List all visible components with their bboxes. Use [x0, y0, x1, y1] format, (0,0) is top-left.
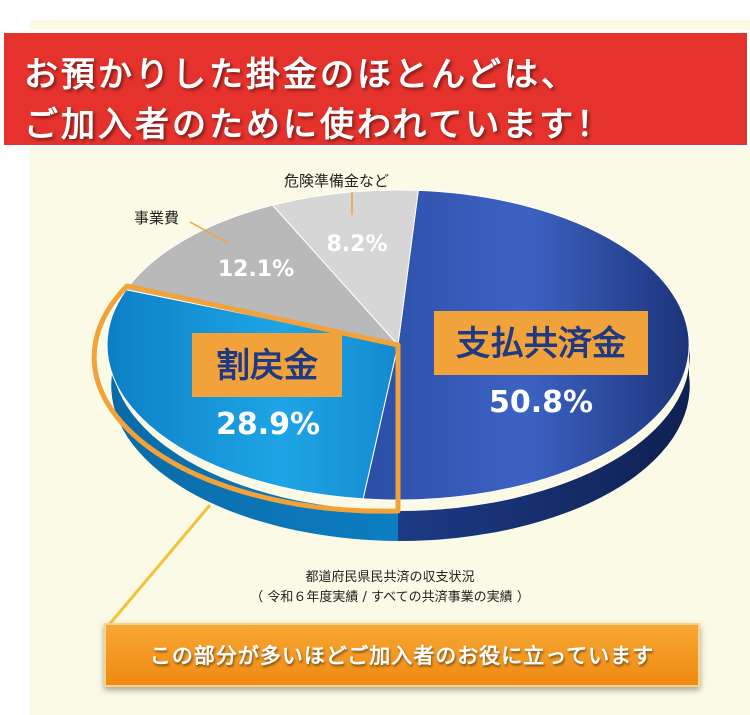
pie-side-claims	[398, 345, 690, 542]
headline-banner: お預かりした掛金のほとんどは、 ご加入者のために使われています！	[1, 30, 750, 148]
claims-label-badge	[434, 311, 648, 375]
slice-value-expenses: 12.1%	[218, 257, 294, 282]
source-note-line-2: （ 令和６年度実績 / すべての共済事業の実績 ）	[250, 590, 530, 605]
pie-side-refund	[111, 345, 399, 541]
leader-line-expenses	[189, 221, 229, 244]
callout-text: この部分が多いほどご加入者のお役に立っています	[149, 644, 655, 668]
headline-line-2: ご加入者のために使われています！	[24, 105, 614, 145]
callout-banner: この部分が多いほどご加入者のお役に立っています	[104, 623, 700, 687]
refund-label-badge	[192, 333, 342, 397]
slice-label-refund: 割戻金	[216, 346, 319, 386]
pie-slice-reserve	[271, 189, 419, 347]
refund-highlight-outline	[91, 283, 401, 514]
slice-label-reserve: 危険準備金など	[284, 172, 389, 190]
slice-label-expenses: 事業費	[134, 209, 179, 227]
pie-slice-expenses	[125, 204, 400, 346]
source-note-line-1: 都道府民県民共済の収支状況	[305, 570, 475, 585]
slice-value-claims: 50.8%	[489, 385, 593, 420]
callout-connector	[106, 504, 212, 627]
headline-line-1: お預かりした掛金のほとんどは、	[24, 55, 578, 95]
slice-value-refund: 28.9%	[216, 407, 320, 442]
slice-label-claims: 支払共済金	[456, 324, 627, 364]
slice-value-reserve: 8.2%	[326, 232, 387, 257]
